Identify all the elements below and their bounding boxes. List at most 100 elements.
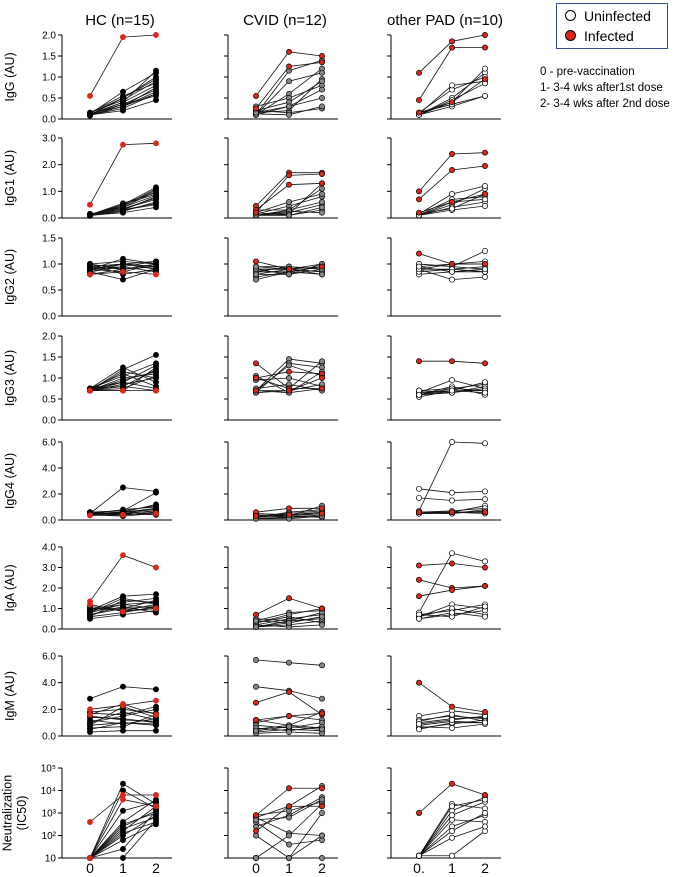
legend-label-uninfected: Uninfected <box>584 8 651 24</box>
uninfected-point <box>319 78 325 85</box>
infected-point <box>120 141 126 148</box>
uninfected-point <box>120 711 126 718</box>
infected-point <box>253 812 259 819</box>
panel <box>387 439 501 521</box>
panel: 10 10² 10³ 10⁴ 10⁵ <box>41 764 172 865</box>
infected-point <box>253 92 259 99</box>
infected-point <box>153 387 159 394</box>
uninfected-point <box>319 358 325 365</box>
uninfected-point <box>120 780 126 787</box>
uninfected-point <box>120 368 126 375</box>
uninfected-point <box>319 796 325 803</box>
uninfected-point <box>120 819 126 825</box>
uninfected-point <box>286 375 292 381</box>
infected-point <box>153 711 159 718</box>
infected-point <box>449 780 455 787</box>
uninfected-point <box>286 111 292 118</box>
uninfected-point <box>120 807 126 814</box>
infected-point <box>153 140 159 147</box>
infected-point <box>449 587 455 594</box>
y-tick-label: 1.0 <box>42 604 56 615</box>
legend-label-infected: Infected <box>584 28 634 44</box>
panel <box>387 32 501 120</box>
infected-point <box>416 509 422 516</box>
y-tick-label: 3.0 <box>42 134 56 145</box>
uninfected-point <box>87 111 93 118</box>
uninfected-point <box>449 497 455 504</box>
y-tick-label: 10 <box>45 854 57 865</box>
uninfected-point <box>449 812 455 819</box>
uninfected-point <box>449 717 455 723</box>
infected-point <box>253 360 259 367</box>
uninfected-point <box>153 263 159 270</box>
uninfected-point <box>482 603 488 610</box>
column-title-hc: HC (n=15) <box>85 12 155 29</box>
uninfected-point <box>87 722 93 729</box>
uninfected-point <box>482 183 488 189</box>
uninfected-point <box>153 703 159 710</box>
infected-point <box>286 511 292 518</box>
infected-point <box>449 167 455 173</box>
uninfected-point <box>449 268 455 275</box>
infected-point <box>319 785 325 792</box>
infected-point <box>482 163 488 169</box>
uninfected-point <box>319 621 325 628</box>
uninfected-point <box>482 810 488 816</box>
panel: 0.0 2.0 4.0 6.0 <box>42 438 172 527</box>
infected-point <box>253 828 259 834</box>
uninfected-point <box>87 695 93 702</box>
infected-point <box>87 819 93 825</box>
infected-point <box>416 576 422 583</box>
infected-point <box>319 803 325 810</box>
y-tick-label: 2.0 <box>42 584 56 595</box>
uninfected-point <box>153 505 159 512</box>
infected-point <box>87 855 93 861</box>
uninfected-point <box>153 67 159 74</box>
panel: 0.0 1.0 2.0 3.0 4.0 <box>42 543 172 636</box>
infected-point <box>153 32 159 38</box>
uninfected-point <box>286 723 292 730</box>
uninfected-point <box>120 261 126 267</box>
infected-point <box>482 44 488 51</box>
uninfected-point <box>120 95 126 101</box>
infected-point <box>416 109 422 116</box>
uninfected-point <box>253 617 259 624</box>
uninfected-point <box>319 726 325 733</box>
infected-point <box>87 711 93 718</box>
infected-point <box>286 803 292 810</box>
infected-point <box>153 803 159 810</box>
y-tick-label: 2.0 <box>42 332 56 343</box>
infected-point <box>253 387 259 394</box>
y-tick-label: 4.0 <box>42 678 56 689</box>
panel: 0.0 0.5 1.0 1.5 2.0 <box>42 31 172 126</box>
infected-point <box>286 172 292 179</box>
x-tick-label: 0 <box>86 860 94 876</box>
uninfected-point <box>153 201 159 208</box>
infected-point <box>482 191 488 197</box>
uninfected-point <box>319 185 325 192</box>
infected-point <box>319 385 325 392</box>
uninfected-point <box>286 271 292 278</box>
uninfected-point <box>449 276 455 283</box>
uninfected-point <box>120 595 126 602</box>
uninfected-point <box>286 841 292 848</box>
uninfected-point <box>449 725 455 731</box>
uninfected-point <box>482 488 488 495</box>
y-tick-label: 10⁵ <box>41 764 56 775</box>
y-tick-label: 6.0 <box>42 652 56 663</box>
infected-point <box>253 375 259 381</box>
infected-point <box>449 151 455 157</box>
infected-point <box>153 271 159 278</box>
uninfected-point <box>449 609 455 616</box>
panel <box>387 655 501 737</box>
y-tick-label: 1.5 <box>42 353 56 364</box>
uninfected-point <box>449 205 455 212</box>
uninfected-point <box>87 611 93 618</box>
uninfected-point <box>87 212 93 219</box>
y-tick-label: 1.0 <box>42 374 56 385</box>
infected-point <box>87 387 93 394</box>
y-tick-label: 1.0 <box>42 260 56 271</box>
uninfected-point <box>416 852 422 859</box>
infected-point <box>120 701 126 707</box>
y-tick-label: 4.0 <box>42 464 56 475</box>
